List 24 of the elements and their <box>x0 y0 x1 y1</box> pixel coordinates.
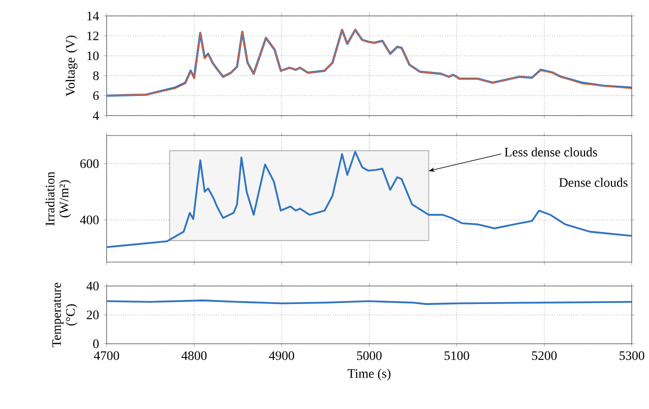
y-tick-label: 600 <box>80 160 99 168</box>
y-axis-title: Irradiation (W/m²) <box>45 172 71 226</box>
annotation: Dense clouds <box>559 178 628 188</box>
y-tick-label: 6 <box>93 92 99 100</box>
y-tick-label: 8 <box>93 72 99 80</box>
y-tick-label: 10 <box>87 52 99 60</box>
y-tick-label: 14 <box>87 12 99 20</box>
x-tick-label: 5200 <box>532 352 557 360</box>
x-axis-title: Time (s) <box>348 369 390 381</box>
x-tick-label: 4800 <box>182 352 207 360</box>
y-axis-title: Voltage (V) <box>66 36 78 97</box>
y-axis-title: Temperature (°C) <box>52 283 78 348</box>
x-tick-label: 5300 <box>620 352 644 360</box>
x-tick-label: 4900 <box>269 352 294 360</box>
y-tick-label: 40 <box>86 282 99 291</box>
y-tick-label: 12 <box>87 32 98 40</box>
x-tick-label: 5000 <box>357 352 382 360</box>
y-tick-label: 400 <box>80 216 99 224</box>
y-tick-label: 0 <box>93 340 99 348</box>
y-tick-label: 20 <box>86 310 99 320</box>
x-tick-label: 4700 <box>94 352 120 360</box>
x-tick-label: 5100 <box>444 352 470 360</box>
y-tick-label: 4 <box>92 112 99 120</box>
band-label: Less dense clouds <box>504 148 598 157</box>
